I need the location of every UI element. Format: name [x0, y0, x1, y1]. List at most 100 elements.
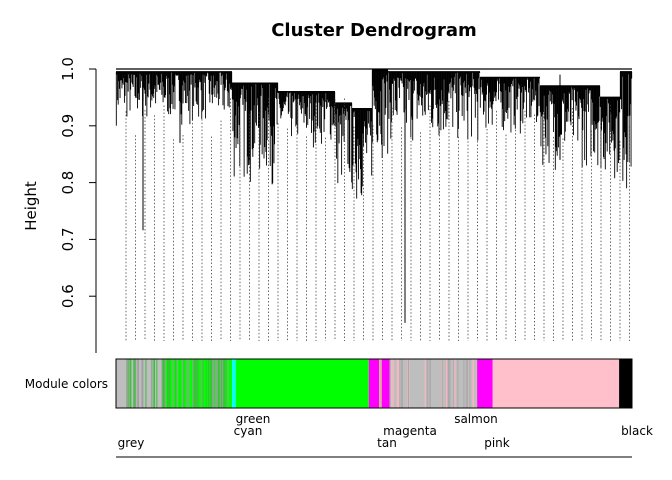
module-stripe	[221, 359, 223, 408]
module-stripe	[463, 359, 465, 408]
module-label-black: black	[621, 424, 653, 438]
module-stripe	[389, 359, 391, 408]
module-stripe	[392, 359, 394, 408]
module-stripe	[216, 359, 218, 408]
module-stripe	[172, 359, 174, 408]
module-stripe	[138, 359, 140, 408]
module-stripe	[220, 359, 222, 408]
module-stripe	[469, 359, 471, 408]
module-stripe	[175, 359, 177, 408]
module-stripe	[163, 359, 165, 408]
module-stripe	[141, 359, 143, 408]
module-stripe	[441, 359, 443, 408]
module-stripe	[127, 359, 129, 408]
y-tick-label: 0.8	[59, 171, 77, 195]
module-stripe	[429, 359, 431, 408]
module-stripe	[465, 359, 467, 408]
module-stripe	[183, 359, 185, 408]
module-stripe	[220, 359, 222, 408]
y-tick-label: 0.6	[59, 284, 77, 308]
module-stripe	[216, 359, 218, 408]
module-stripe	[401, 359, 403, 408]
module-stripe	[162, 359, 164, 408]
module-stripe	[142, 359, 144, 408]
module-stripe	[208, 359, 210, 408]
y-tick-label: 0.9	[59, 114, 77, 138]
module-stripe	[161, 359, 163, 408]
module-stripe	[223, 359, 225, 408]
module-stripe	[179, 359, 181, 408]
module-stripe	[466, 359, 468, 408]
module-stripe	[168, 359, 170, 408]
module-label-green: green	[236, 412, 271, 426]
dendrogram-branches	[115, 68, 633, 323]
module-stripe	[129, 359, 131, 408]
module-stripe	[209, 359, 211, 408]
module-color-grey	[389, 359, 478, 408]
module-stripe	[401, 359, 403, 408]
module-stripe	[454, 359, 456, 408]
module-stripe	[136, 359, 138, 408]
module-stripe	[449, 359, 451, 408]
module-color-grey	[116, 359, 163, 408]
module-color-pink	[492, 359, 620, 408]
module-color-magenta	[381, 359, 390, 408]
module-stripe	[167, 359, 169, 408]
module-label-grey: grey	[118, 436, 145, 450]
module-color-magenta	[477, 359, 493, 408]
y-tick-label: 1.0	[59, 57, 77, 81]
module-stripe	[176, 359, 178, 408]
module-color-tan	[379, 359, 382, 408]
module-stripe	[441, 359, 443, 408]
module-stripe	[448, 359, 450, 408]
module-stripe	[205, 359, 207, 408]
module-stripe	[424, 359, 426, 408]
module-stripe	[181, 359, 183, 408]
module-stripe	[167, 359, 169, 408]
module-stripe	[188, 359, 190, 408]
module-color-green	[235, 359, 369, 408]
module-stripe	[156, 359, 158, 408]
module-stripe	[472, 359, 474, 408]
module-stripe	[164, 359, 166, 408]
module-stripe	[192, 359, 194, 408]
module-stripe	[399, 359, 401, 408]
y-axis-label: Height	[22, 181, 40, 231]
module-stripe	[211, 359, 213, 408]
module-stripe	[218, 359, 220, 408]
module-color-bar	[116, 359, 632, 408]
module-stripe	[130, 359, 132, 408]
color-bar-label: Module colors	[25, 377, 108, 391]
module-stripe	[225, 359, 227, 408]
module-stripe	[227, 359, 229, 408]
module-stripe	[169, 359, 171, 408]
module-stripe	[396, 359, 398, 408]
module-stripe	[152, 359, 154, 408]
module-stripe	[150, 359, 152, 408]
module-label-pink: pink	[484, 436, 510, 450]
module-stripe	[154, 359, 156, 408]
y-tick-label: 0.7	[59, 227, 77, 251]
module-stripe	[197, 359, 199, 408]
module-stripe	[428, 359, 430, 408]
module-stripe	[133, 359, 135, 408]
module-color-magenta	[368, 359, 380, 408]
y-axis-ticks: 0.6 0.7 0.8 0.9 1.0	[59, 57, 96, 308]
module-stripe	[186, 359, 188, 408]
module-stripe	[446, 359, 448, 408]
module-stripe	[447, 359, 449, 408]
module-color-cyan	[232, 359, 236, 408]
module-stripe	[217, 359, 219, 408]
module-stripe	[201, 359, 203, 408]
module-label-magenta: magenta	[383, 424, 437, 438]
module-stripe	[145, 359, 147, 408]
chart-title: Cluster Dendrogram	[271, 20, 477, 41]
module-stripe	[195, 359, 197, 408]
module-stripe	[398, 359, 400, 408]
module-stripe	[212, 359, 214, 408]
module-label-tan: tan	[377, 436, 397, 450]
module-stripe	[127, 359, 129, 408]
module-stripe	[457, 359, 459, 408]
